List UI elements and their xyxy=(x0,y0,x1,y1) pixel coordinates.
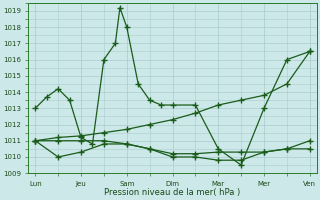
X-axis label: Pression niveau de la mer( hPa ): Pression niveau de la mer( hPa ) xyxy=(104,188,241,197)
